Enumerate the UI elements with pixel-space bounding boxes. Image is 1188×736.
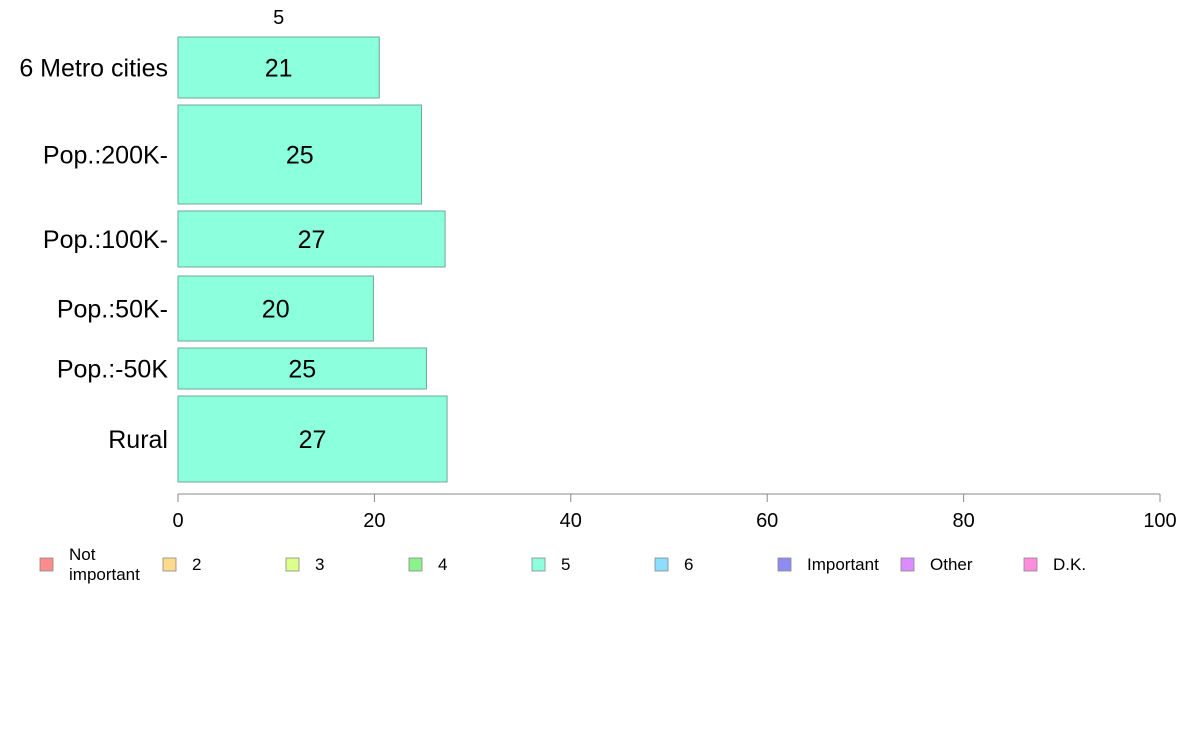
legend-swatch [654,557,669,572]
legend-label: D.K. [1053,555,1086,574]
legend-swatch [1023,557,1038,572]
legend-label: 6 [684,555,693,574]
x-axis: 0 20 40 60 80 100 [172,493,1177,532]
category-label: Rural [108,426,168,454]
legend-label: 4 [438,555,447,574]
column-label: 5 [273,7,284,29]
x-tick-label: 20 [363,510,385,532]
category-label: Pop.:200K- [43,142,168,170]
bar [177,36,380,99]
x-tick-label: 80 [952,510,974,532]
legend-label: 5 [561,555,570,574]
category-label: Pop.:100K- [43,226,168,254]
bar [177,347,427,390]
legend-label: Not important [69,545,140,584]
x-tick-label: 0 [172,510,183,532]
data-label: 27 [299,426,327,454]
legend-label: Other [930,555,973,574]
legend-swatch [39,557,54,572]
legend-label: 2 [192,555,201,574]
data-label: 25 [286,142,314,170]
bar [177,210,446,268]
data-label: 21 [265,55,293,83]
category-label: 6 Metro cities [19,55,168,83]
legend: Not important 2 3 4 5 6 Important Other D.K. [39,545,1086,584]
x-tick-label: 100 [1143,510,1176,532]
data-label: 27 [298,226,326,254]
legend-swatch [531,557,546,572]
category-label: Pop.:-50K [57,356,169,384]
legend-swatch [285,557,300,572]
category-label: Pop.:50K- [57,296,168,324]
x-tick-label: 60 [756,510,778,532]
bar [177,275,374,342]
data-label: 25 [288,356,316,384]
legend-label: Important [807,555,879,574]
legend-swatch [408,557,423,572]
bar [177,104,423,205]
data-label: 20 [262,296,290,324]
legend-swatch [162,557,177,572]
x-tick-label: 40 [560,510,582,532]
legend-swatch [900,557,915,572]
legend-swatch [777,557,792,572]
bars-layer: 5 6 Metro cities 21 Pop.:200K- 25 Pop.:100K- 2… [19,7,448,483]
legend-label: 3 [315,555,324,574]
bar [177,395,448,483]
